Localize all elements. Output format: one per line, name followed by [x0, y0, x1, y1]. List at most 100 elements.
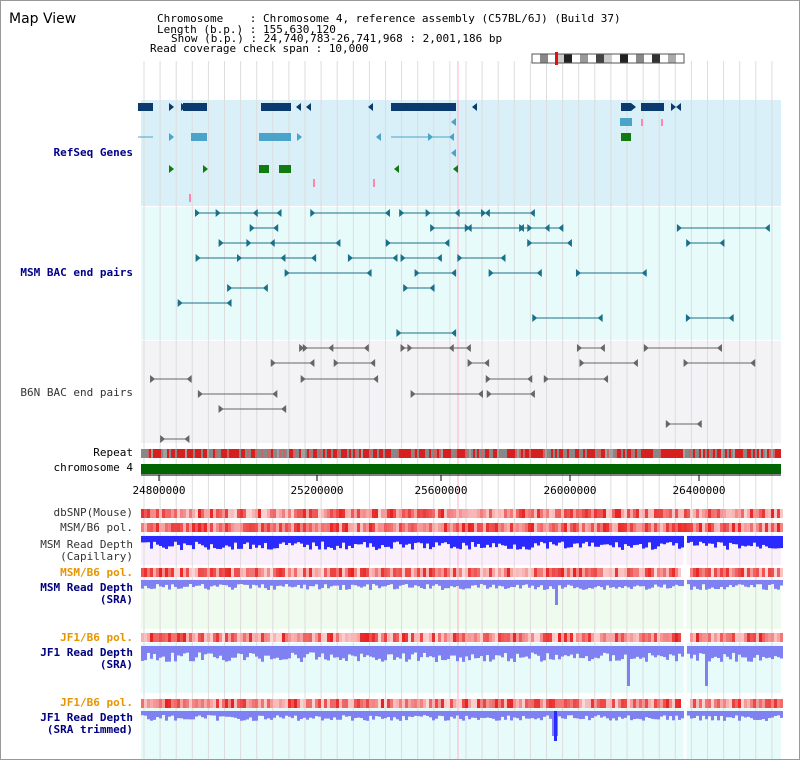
repeat-segment [385, 449, 387, 458]
jf1-pol-strip [255, 633, 258, 642]
jf1-depth-sra-bar [219, 646, 222, 656]
jf1-pol-strip [765, 699, 768, 708]
msm-pol-strip [390, 568, 393, 577]
jf1-pol-strip [303, 699, 306, 708]
msm-pol-strip [648, 568, 651, 577]
jf1-pol-strip [393, 633, 396, 642]
msm-depth-sra-bar [585, 580, 588, 590]
jf1-pol-strip [576, 699, 579, 708]
jf1-depth-sra-bar [732, 646, 735, 653]
dbsnp-strip [528, 509, 531, 518]
msm-depth-sra-bar [561, 580, 564, 589]
jf1-depth-trim-bar [711, 711, 714, 721]
jf1-pol-strip [258, 633, 261, 642]
dbsnp-strip [591, 509, 594, 518]
jf1-depth-sra-bar [738, 646, 741, 655]
repeat-segment [179, 449, 181, 458]
jf1-pol-strip [441, 633, 444, 642]
repeat-segment [753, 449, 755, 458]
dbsnp-strip [738, 509, 741, 518]
jf1-pol-strip [642, 699, 645, 708]
dbsnp-strip [564, 509, 567, 518]
msm-depth-cap-bar [573, 536, 576, 544]
msm-pol-strip [657, 523, 660, 532]
msm-pol-strip [264, 523, 267, 532]
repeat-segment [239, 449, 241, 458]
jf1-depth-trim-bar [276, 711, 279, 716]
msm-depth-sra-bar [504, 580, 507, 589]
dbsnp-strip [453, 509, 456, 518]
jf1-pol-strip [582, 699, 585, 708]
jf1-depth-trim-bar [234, 711, 237, 718]
msm-depth-sra-bar [732, 580, 735, 588]
jf1-pol-strip [660, 699, 663, 708]
jf1-depth-sra-bar [363, 646, 366, 658]
msm-depth-cap-bar [699, 536, 702, 542]
jf1-depth-trim-bar [267, 711, 270, 719]
bac-end-arrow [270, 359, 276, 367]
jf1-pol-strip [648, 633, 651, 642]
msm-depth-sra-bar [543, 580, 546, 590]
msm-depth-cap-bar [315, 536, 318, 547]
repeat-segment [197, 449, 199, 458]
msm-pol-strip [696, 568, 699, 577]
msm-depth-cap-bar [696, 536, 699, 546]
msm-depth-cap-bar [690, 536, 693, 542]
msm-depth-cap-bar [741, 536, 744, 546]
bac-end-arrow [477, 390, 483, 398]
repeat-segment [271, 449, 273, 458]
jf1-pol-strip [639, 699, 642, 708]
jf1-depth-sra-bar [495, 646, 498, 656]
repeat-segment [405, 449, 407, 458]
repeat-segment [707, 449, 709, 458]
ideogram-band [548, 54, 556, 63]
jf1-pol-strip [642, 633, 645, 642]
jf1-depth-sra-bar [372, 646, 375, 658]
msm-pol-strip [150, 568, 153, 577]
msm-pol-strip [222, 523, 225, 532]
repeat-segment [419, 449, 421, 458]
jf1-depth-trim-bar [507, 711, 510, 716]
repeat-segment [269, 449, 271, 458]
jf1-depth-sra-bar [486, 646, 489, 656]
jf1-pol-strip [579, 699, 582, 708]
jf1-depth-sra-bar [600, 646, 603, 656]
repeat-segment [333, 449, 335, 458]
jf1-pol-strip [696, 699, 699, 708]
repeat-segment [463, 449, 465, 458]
msm-pol-strip [411, 568, 414, 577]
repeat-segment [571, 449, 573, 458]
jf1-depth-sra-bar [168, 646, 171, 662]
track-label-repeat: Repeat [93, 446, 133, 459]
jf1-pol-strip [552, 633, 555, 642]
msm-depth-cap-bar [582, 536, 585, 544]
jf1-pol-strip [330, 699, 333, 708]
jf1-depth-trim-bar [270, 711, 273, 720]
dbsnp-strip [225, 509, 228, 518]
msm-depth-cap-bar [564, 536, 567, 549]
repeat-segment [393, 449, 395, 458]
bac-end-arrow [373, 375, 379, 383]
jf1-depth-trim-bar [585, 711, 588, 716]
msm-depth-cap-bar [351, 536, 354, 549]
repeat-segment [497, 449, 499, 458]
jf1-pol-strip [387, 633, 390, 642]
jf1-depth-trim-bar [504, 711, 507, 720]
msm-pol-strip [246, 568, 249, 577]
jf1-depth-sra-bar [357, 646, 360, 662]
jf1-pol-strip [375, 699, 378, 708]
msm-depth-cap-bar [429, 536, 432, 550]
jf1-depth-sra-bar [681, 646, 684, 657]
repeat-segment [309, 449, 311, 458]
jf1-depth-sra-bar [165, 646, 168, 662]
msm-depth-sra-bar [243, 580, 246, 585]
msm-depth-cap-bar [360, 536, 363, 545]
jf1-depth-sra-bar [492, 646, 495, 660]
jf1-pol-strip [588, 633, 591, 642]
track-label-jf1-depth-trim-1: JF1 Read Depth [40, 711, 133, 724]
jf1-depth-sra-bar [345, 646, 348, 661]
repeat-segment [553, 449, 555, 458]
msm-depth-sra-bar [201, 580, 204, 585]
jf1-pol-strip [186, 699, 189, 708]
msm-depth-sra-bar [210, 580, 213, 587]
